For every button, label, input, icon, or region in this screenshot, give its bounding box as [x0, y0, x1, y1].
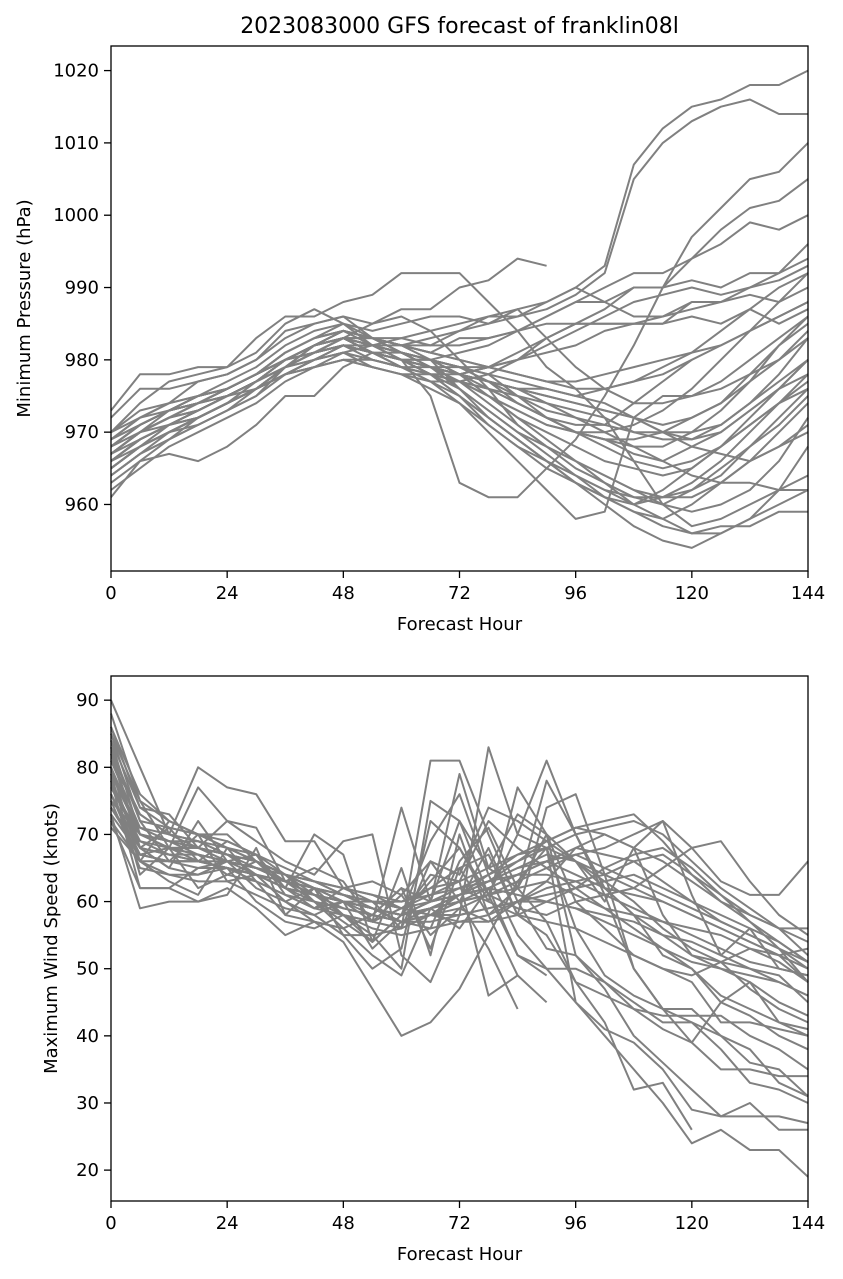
- pressure-axis-ticks: 0 24 48 72 96 120 144 960 970 980 990 1000 1010 1020: [53, 61, 825, 604]
- pressure-series-line-38: [110, 337, 693, 441]
- wind-axes-frame: [110, 675, 809, 1202]
- wind-y-tick-label: 40: [76, 1026, 99, 1047]
- pressure-y-tick-label: 1010: [53, 133, 99, 154]
- wind-y-axis-label: Maximum Wind Speed (knots): [41, 803, 62, 1074]
- pressure-series-line-4: [110, 308, 809, 448]
- pressure-y-tick-label: 1020: [53, 61, 99, 82]
- wind-series-line-36: [110, 820, 809, 977]
- chart-title: 2023083000 GFS forecast of franklin08l: [240, 14, 679, 39]
- wind-series-line-3: [110, 733, 809, 1098]
- wind-series-line-34: [110, 780, 809, 970]
- wind-panel: 0 24 48 72 96 120 144 20 30 40 50 60 70 80 90 Forecast…: [41, 675, 825, 1265]
- wind-x-tick-label: 0: [105, 1213, 116, 1234]
- pressure-x-axis-label: Forecast Hour: [397, 614, 523, 635]
- pressure-y-tick-label: 1000: [53, 205, 99, 226]
- pressure-x-tick-label: 120: [675, 583, 709, 604]
- wind-x-tick-label: 72: [448, 1213, 471, 1234]
- pressure-x-tick-label: 144: [791, 583, 825, 604]
- wind-y-tick-label: 80: [76, 757, 99, 778]
- wind-series-line-33: [110, 793, 519, 1010]
- wind-series-line-12: [110, 807, 693, 1131]
- wind-x-tick-label: 48: [332, 1213, 355, 1234]
- wind-series-line-15: [110, 806, 809, 1024]
- pressure-x-tick-label: 0: [105, 583, 116, 604]
- pressure-axes-frame: [110, 45, 809, 572]
- wind-series-line-2: [110, 726, 809, 1037]
- wind-series-line-13: [110, 814, 809, 1098]
- wind-y-tick-label: 70: [76, 824, 99, 845]
- pressure-x-tick-label: 96: [564, 583, 587, 604]
- wind-x-tick-label: 120: [675, 1213, 709, 1234]
- wind-x-tick-label: 24: [216, 1213, 239, 1234]
- pressure-y-tick-label: 990: [65, 278, 99, 299]
- wind-y-tick-label: 30: [76, 1093, 99, 1114]
- wind-x-tick-label: 96: [564, 1213, 587, 1234]
- pressure-x-tick-label: 72: [448, 583, 471, 604]
- pressure-series-line-41: [110, 272, 809, 470]
- pressure-x-tick-label: 48: [332, 583, 355, 604]
- pressure-y-axis-label: Minimum Pressure (hPa): [14, 199, 35, 417]
- wind-axis-ticks: 0 24 48 72 96 120 144 20 30 40 50 60 70 80 90: [76, 690, 825, 1234]
- pressure-x-tick-label: 24: [216, 583, 239, 604]
- pressure-series-line-10: [110, 142, 809, 499]
- pressure-series-lines: [110, 69, 809, 549]
- pressure-panel: 2023083000 GFS forecast of franklin08l 0…: [14, 14, 825, 635]
- wind-y-tick-label: 90: [76, 690, 99, 711]
- wind-series-line-9: [110, 780, 809, 1125]
- pressure-y-tick-label: 970: [65, 422, 99, 443]
- wind-x-axis-label: Forecast Hour: [397, 1244, 523, 1265]
- pressure-y-tick-label: 980: [65, 350, 99, 371]
- wind-y-tick-label: 50: [76, 959, 99, 980]
- wind-x-tick-label: 144: [791, 1213, 825, 1234]
- wind-series-line-31: [110, 740, 548, 977]
- wind-series-lines: [110, 699, 809, 1178]
- pressure-y-tick-label: 960: [65, 494, 99, 515]
- wind-y-tick-label: 20: [76, 1160, 99, 1181]
- wind-y-tick-label: 60: [76, 892, 99, 913]
- wind-series-line-37: [110, 733, 808, 930]
